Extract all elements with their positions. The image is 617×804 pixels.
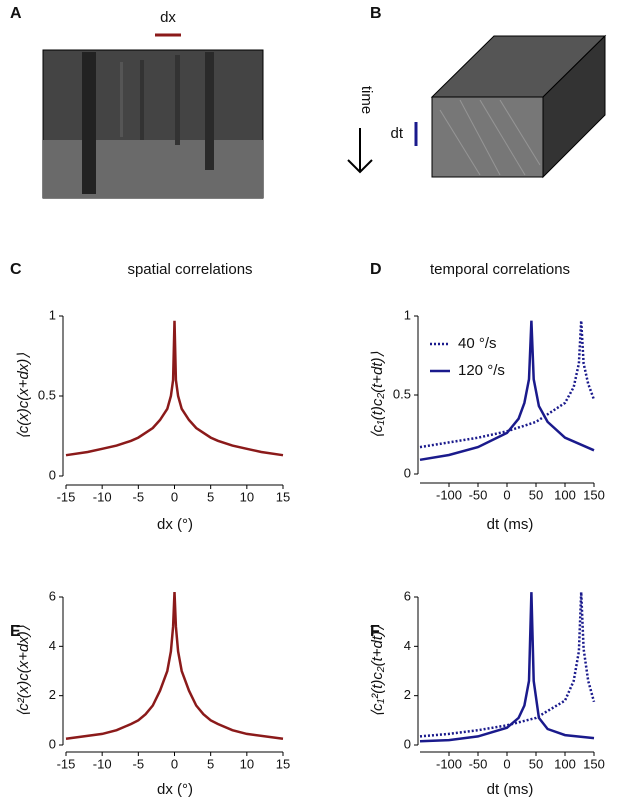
x-tick-label: 15 xyxy=(276,489,290,504)
x-axis-label: dx (°) xyxy=(157,516,193,533)
y-axis-label: ⟨c₁(t)c₂(t+dt)⟩ xyxy=(369,351,386,438)
x-axis-label: dx (°) xyxy=(157,781,193,798)
x-tick-label: 150 xyxy=(583,487,605,502)
x-tick-label: 0 xyxy=(171,756,178,771)
time-label: time xyxy=(358,86,375,114)
x-tick-label: 10 xyxy=(240,756,254,771)
x-tick-label: -15 xyxy=(57,489,76,504)
panel-letter: A xyxy=(10,5,22,22)
y-axis-label: ⟨c₁²(t)c₂(t+dt)⟩ xyxy=(369,625,386,717)
line xyxy=(65,320,284,457)
legend-label: 120 °/s xyxy=(458,362,505,379)
y-tick-label: 0 xyxy=(49,736,56,751)
y-axis-label: ⟨c²(x)c(x+dx)⟩ xyxy=(15,625,32,716)
line xyxy=(65,592,284,741)
x-tick-label: -15 xyxy=(57,756,76,771)
y-tick-label: 0 xyxy=(404,736,411,751)
x-tick-label: 5 xyxy=(207,489,214,504)
x-axis-label: dt (ms) xyxy=(487,516,534,533)
dx-label: dx xyxy=(160,9,176,26)
line xyxy=(419,320,596,449)
movie-cube xyxy=(430,34,607,179)
y-axis-label: ⟨c(x)c(x+dx)⟩ xyxy=(15,353,32,439)
x-tick-label: 0 xyxy=(503,756,510,771)
y-tick-label: 6 xyxy=(49,588,56,603)
x-tick-label: -5 xyxy=(133,756,145,771)
time-arrow xyxy=(347,128,373,174)
y-tick-label: 0.5 xyxy=(393,386,411,401)
x-axis-label: dt (ms) xyxy=(487,781,534,798)
x-tick-label: 0 xyxy=(503,487,510,502)
line xyxy=(419,592,595,743)
y-tick-label: 0 xyxy=(49,467,56,482)
y-tick-label: 2 xyxy=(49,687,56,702)
line xyxy=(419,320,595,462)
dt-label: dt xyxy=(390,125,403,142)
y-tick-label: 2 xyxy=(404,687,411,702)
y-tick-label: 1 xyxy=(49,307,56,322)
y-tick-label: 4 xyxy=(49,638,56,653)
x-tick-label: -10 xyxy=(93,489,112,504)
y-tick-label: 6 xyxy=(404,588,411,603)
x-tick-label: 5 xyxy=(207,756,214,771)
x-tick-label: 50 xyxy=(529,487,543,502)
legend-label: 40 °/s xyxy=(458,335,497,352)
line xyxy=(419,592,596,738)
x-tick-label: -5 xyxy=(133,489,145,504)
y-tick-label: 1 xyxy=(404,307,411,322)
panel-letter: F xyxy=(370,623,380,640)
panel-letter: E xyxy=(10,623,21,640)
x-tick-label: 100 xyxy=(554,756,576,771)
x-tick-label: -10 xyxy=(93,756,112,771)
x-tick-label: 150 xyxy=(583,756,605,771)
panel-letter: B xyxy=(370,5,382,22)
x-tick-label: -50 xyxy=(469,756,488,771)
chart-title: spatial correlations xyxy=(127,261,252,278)
x-tick-label: 0 xyxy=(171,489,178,504)
chart-title: temporal correlations xyxy=(430,261,570,278)
x-tick-label: -50 xyxy=(469,487,488,502)
x-tick-label: 10 xyxy=(240,489,254,504)
x-tick-label: 50 xyxy=(529,756,543,771)
x-tick-label: 15 xyxy=(276,756,290,771)
panel-letter: C xyxy=(10,261,22,278)
x-tick-label: -100 xyxy=(436,756,462,771)
forest-image xyxy=(42,49,264,199)
x-tick-label: 100 xyxy=(554,487,576,502)
y-tick-label: 0.5 xyxy=(38,387,56,402)
y-tick-label: 4 xyxy=(404,638,411,653)
y-tick-label: 0 xyxy=(404,465,411,480)
panel-letter: D xyxy=(370,261,382,278)
x-tick-label: -100 xyxy=(436,487,462,502)
